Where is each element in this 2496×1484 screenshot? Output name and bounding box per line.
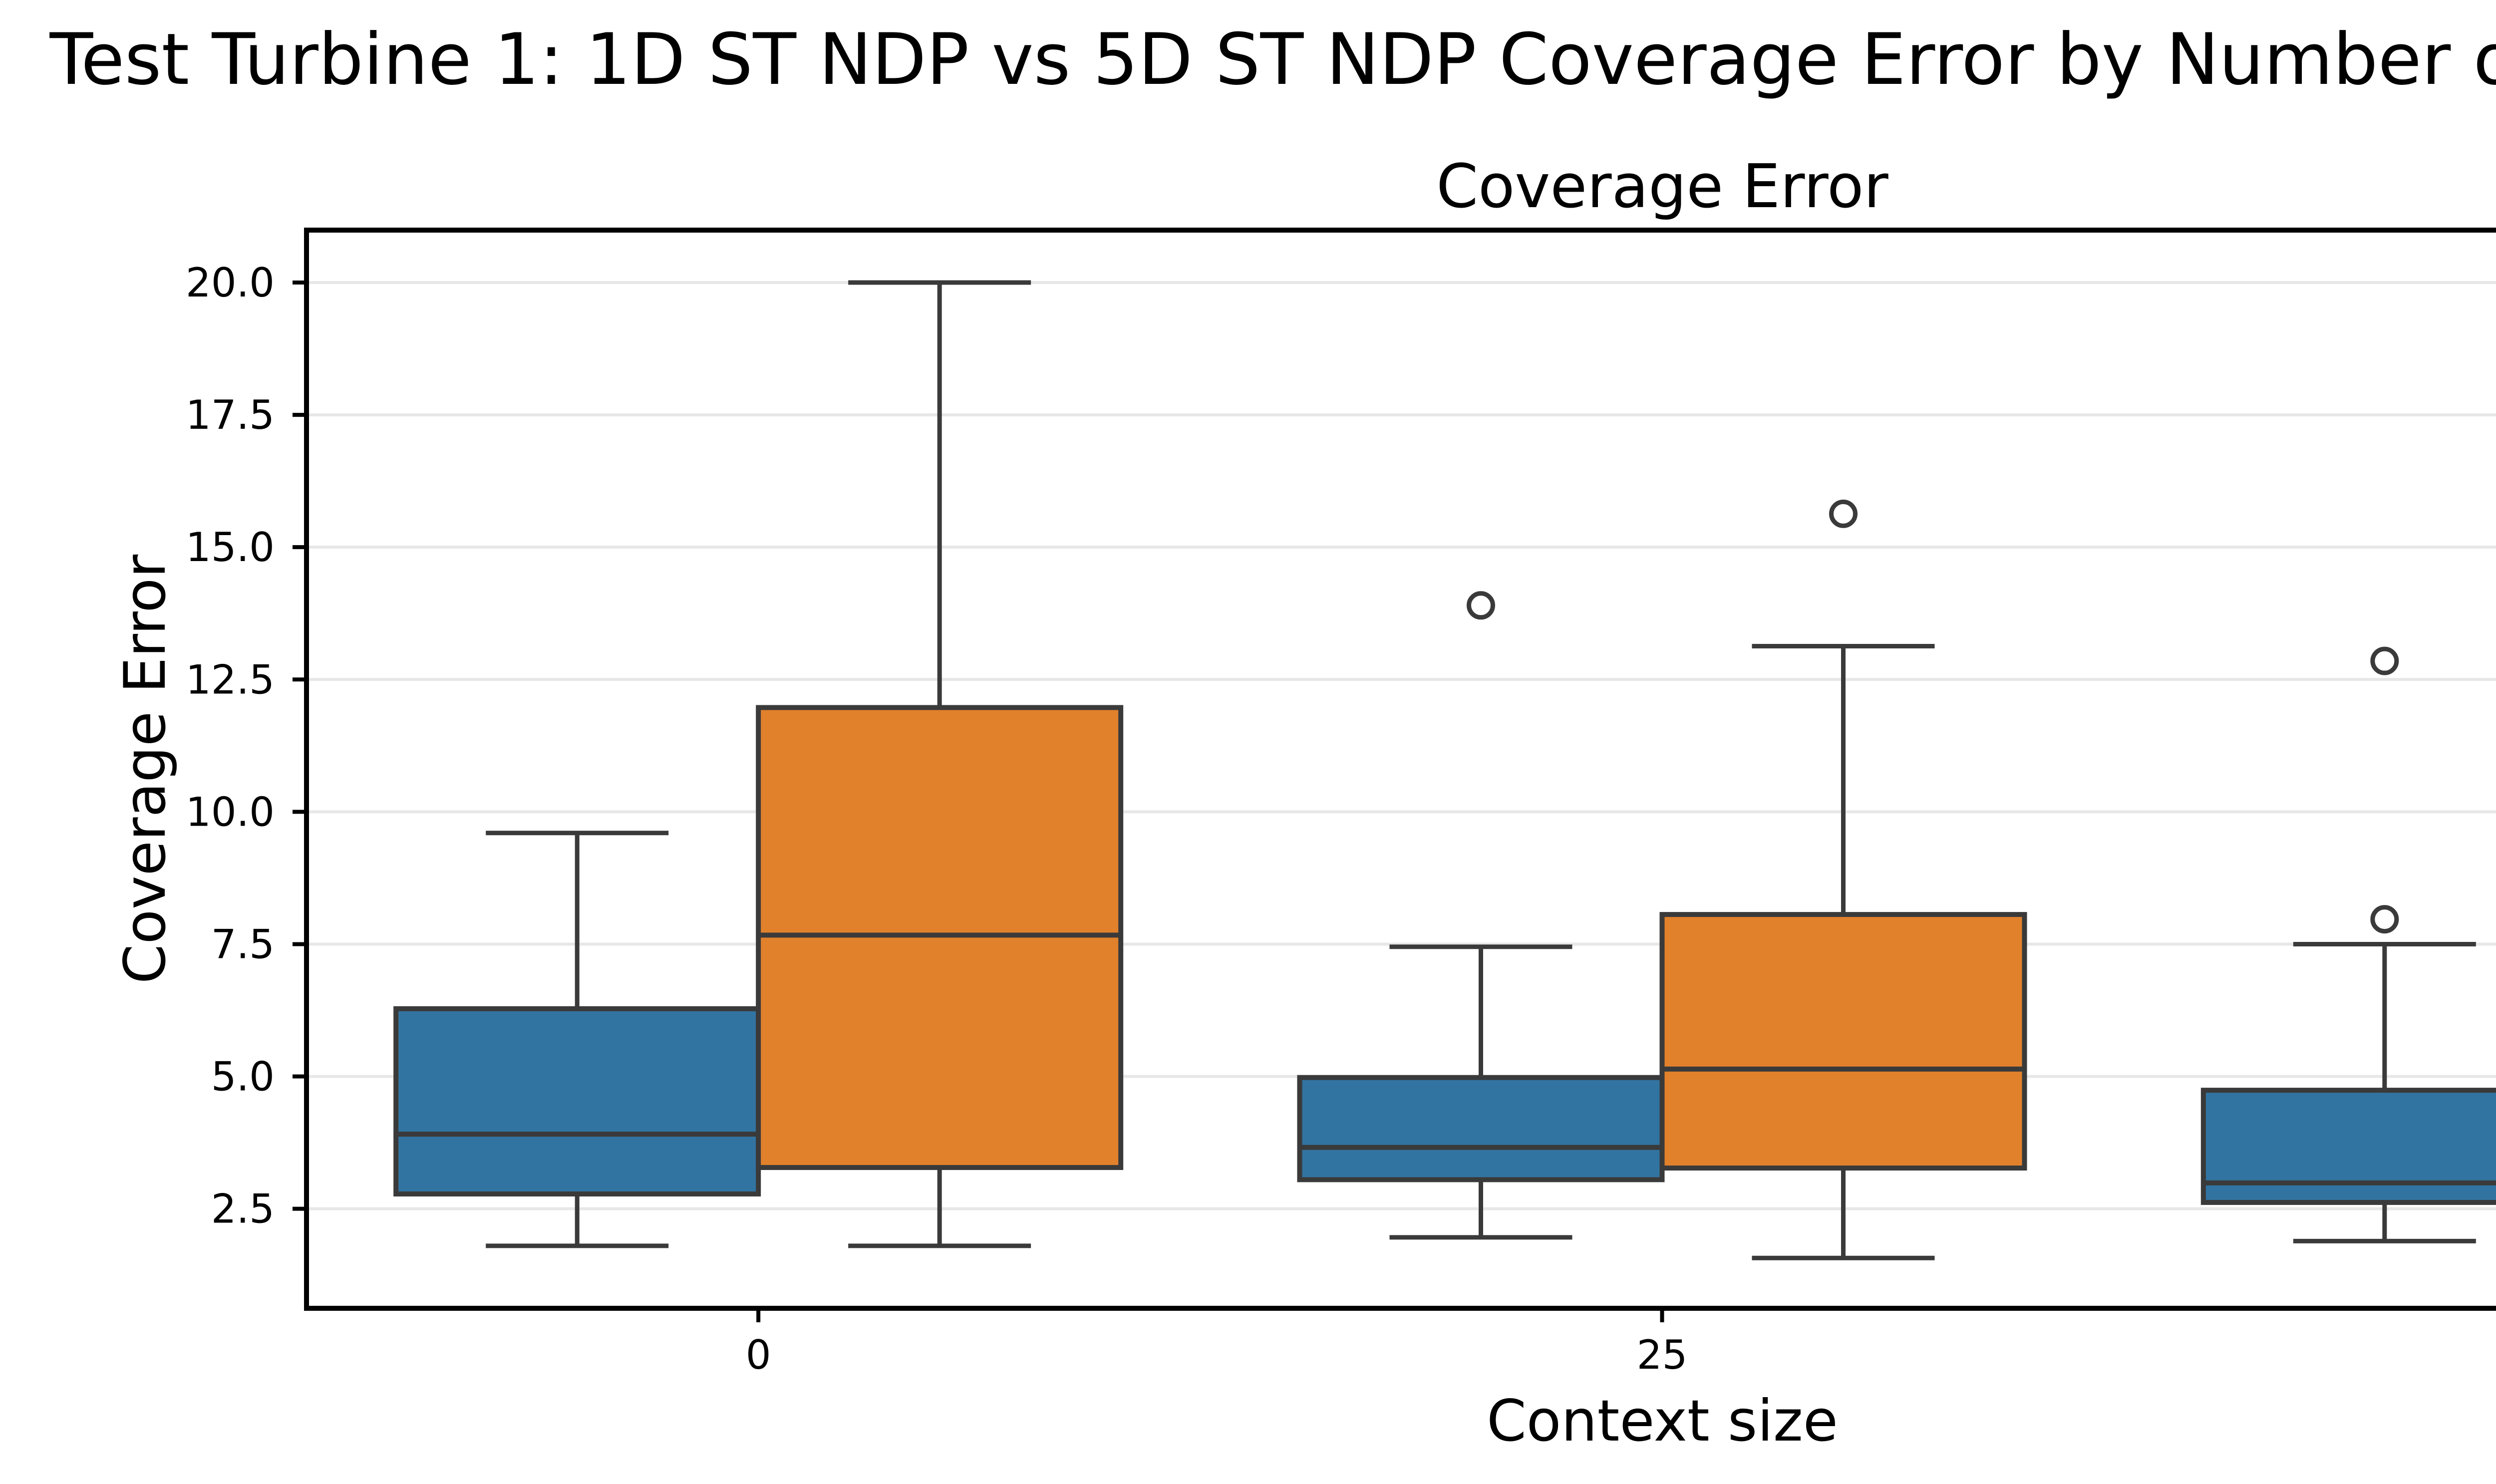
outlier-point (2370, 905, 2399, 934)
y-tick-label: 10.0 (186, 789, 275, 835)
tick-marks-and-labels: 2.55.07.510.012.515.017.520.002550 (186, 260, 1688, 1378)
boxes (393, 280, 2496, 1260)
iqr-box (2200, 1088, 2496, 1205)
y-tick-label: 2.5 (211, 1186, 275, 1232)
figure-title: Test Turbine 1: 1D ST NDP vs 5D ST NDP C… (49, 18, 2496, 101)
y-tick-label: 12.5 (186, 656, 275, 703)
box-1d-st-ndp-25 (1297, 591, 1665, 1240)
x-tick-label: 25 (1637, 1332, 1688, 1378)
outlier-point (2370, 646, 2399, 675)
box-5d-st-ndp-0 (756, 280, 1124, 1248)
axes-title: Coverage Error (1436, 152, 1888, 222)
x-axis-label: Context size (1487, 1388, 1838, 1454)
iqr-box (1659, 912, 2027, 1171)
y-tick-label: 15.0 (186, 524, 275, 571)
outlier-point (1467, 591, 1495, 620)
box-1d-st-ndp-0 (393, 831, 761, 1248)
y-tick-label: 5.0 (211, 1054, 275, 1100)
iqr-box (1297, 1075, 1665, 1183)
y-tick-label: 7.5 (211, 921, 275, 967)
y-tick-label: 17.5 (186, 392, 275, 438)
x-tick-label: 0 (746, 1332, 771, 1378)
box-5d-st-ndp-25 (1659, 499, 2027, 1260)
box-1d-st-ndp-50 (2200, 646, 2496, 1243)
y-axis-label: Coverage Error (112, 555, 178, 984)
y-tick-label: 20.0 (186, 260, 275, 306)
iqr-box (393, 1006, 761, 1196)
outlier-point (1829, 499, 1858, 528)
